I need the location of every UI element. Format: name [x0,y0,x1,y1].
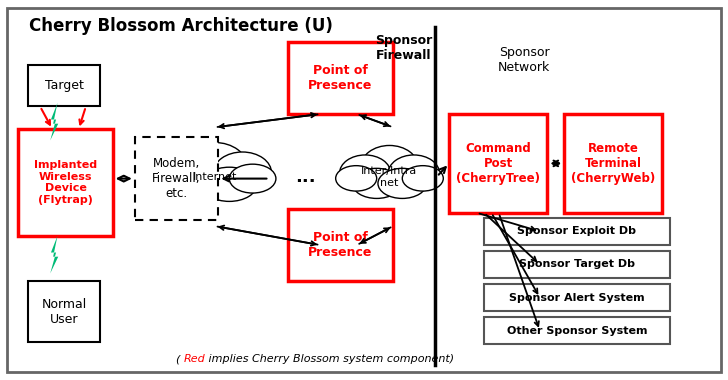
Text: Sponsor Target Db: Sponsor Target Db [519,260,635,269]
Text: Inter/Intra
net: Inter/Intra net [361,166,418,187]
Ellipse shape [352,168,401,198]
FancyBboxPatch shape [484,251,670,278]
Ellipse shape [213,152,272,194]
Text: Target: Target [44,79,84,92]
Ellipse shape [229,164,276,193]
FancyBboxPatch shape [484,218,670,245]
Text: ...: ... [296,168,316,186]
Text: Point of
Presence: Point of Presence [308,231,373,259]
FancyBboxPatch shape [28,65,100,106]
Text: Sponsor Alert System: Sponsor Alert System [509,293,645,302]
FancyBboxPatch shape [564,114,662,213]
Text: (: ( [175,354,179,364]
Ellipse shape [360,146,419,189]
Ellipse shape [388,155,440,192]
FancyBboxPatch shape [18,129,113,236]
FancyBboxPatch shape [484,317,670,344]
Text: Cherry Blossom Architecture (U): Cherry Blossom Architecture (U) [29,17,333,35]
FancyBboxPatch shape [7,8,721,372]
Text: implies Cherry Blossom system component): implies Cherry Blossom system component) [205,354,454,364]
FancyBboxPatch shape [449,114,547,213]
Ellipse shape [336,166,376,191]
Ellipse shape [202,167,257,201]
Ellipse shape [339,155,391,192]
Ellipse shape [182,142,248,192]
Text: Sponsor
Firewall: Sponsor Firewall [376,34,432,62]
Text: Command
Post
(CherryTree): Command Post (CherryTree) [456,142,540,185]
FancyBboxPatch shape [484,284,670,311]
Text: Red: Red [183,354,205,364]
FancyBboxPatch shape [288,209,393,281]
Text: Remote
Terminal
(CherryWeb): Remote Terminal (CherryWeb) [571,142,655,185]
Ellipse shape [158,152,216,194]
Ellipse shape [154,164,200,193]
Text: Sponsor
Network: Sponsor Network [498,46,550,74]
Text: Internet: Internet [193,172,237,182]
FancyBboxPatch shape [288,42,393,114]
FancyBboxPatch shape [135,137,218,220]
Ellipse shape [378,168,427,198]
Polygon shape [50,103,58,140]
Text: Point of
Presence: Point of Presence [308,64,373,92]
Text: Modem,
Firewall,
etc.: Modem, Firewall, etc. [152,157,201,200]
Text: Other Sponsor System: Other Sponsor System [507,326,647,336]
Text: Normal
User: Normal User [41,298,87,326]
Text: Sponsor Exploit Db: Sponsor Exploit Db [518,226,636,236]
Ellipse shape [403,166,443,191]
Polygon shape [50,236,58,274]
Ellipse shape [173,167,228,201]
FancyBboxPatch shape [28,281,100,342]
Text: Implanted
Wireless
Device
(Flytrap): Implanted Wireless Device (Flytrap) [34,160,97,205]
